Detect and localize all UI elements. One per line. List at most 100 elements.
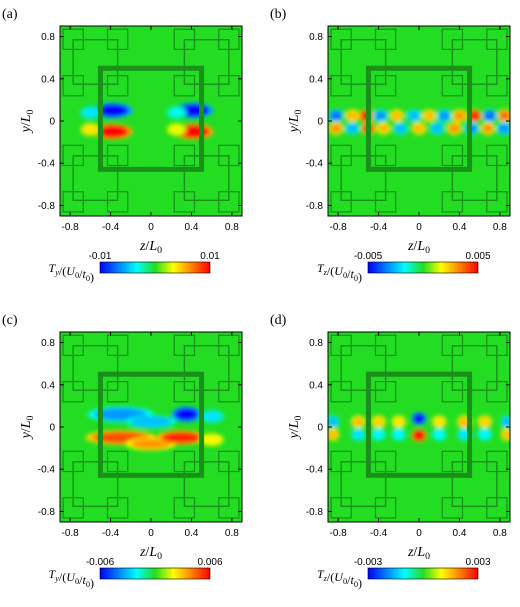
field-blob: [82, 124, 99, 135]
field-blob: [412, 430, 426, 441]
field-blob: [478, 416, 491, 427]
field-blob: [374, 110, 387, 121]
field-blob: [168, 124, 185, 135]
x-axis-title: z/L0: [139, 545, 162, 562]
field-background: [328, 26, 510, 216]
y-axis-title: y/L0: [287, 110, 304, 135]
field-blob: [201, 434, 222, 445]
x-tick-label: -0.8: [61, 528, 79, 539]
colorbar-max-label: 0.006: [197, 557, 222, 568]
field-blob: [438, 110, 451, 121]
field-blob: [497, 123, 510, 134]
field-blob: [431, 123, 444, 134]
x-tick-label: -0.8: [329, 222, 347, 233]
field-blob: [352, 429, 365, 440]
colorbar-gradient: [99, 567, 211, 580]
y-tick-label: 0.8: [41, 338, 55, 349]
colorbar-min-label: -0.006: [86, 557, 115, 568]
field-blob: [453, 110, 466, 121]
panel-label: (c): [2, 313, 18, 328]
colorbar-min-label: -0.01: [89, 251, 112, 262]
field-blob: [433, 429, 446, 440]
colorbar: -0.003 0.003 Tz/(U0/t0): [317, 557, 491, 590]
x-tick-label: 0.8: [225, 222, 239, 233]
y-tick-label: -0.4: [38, 465, 56, 476]
y-tick-label: 0.4: [41, 380, 55, 391]
x-tick-label: -0.4: [102, 528, 120, 539]
field-blob: [328, 429, 339, 440]
field-blob: [372, 416, 385, 427]
field-blob: [346, 123, 359, 134]
panel-label: (a): [2, 7, 18, 22]
field-blob: [330, 110, 343, 121]
panel-d: -0.8 -0.4 0 0.4 0.8 0.8 0.4 0 -0.4 -0.8 z/L0 y/L0 (d…: [270, 313, 511, 590]
y-tick-label: 0.8: [309, 32, 323, 43]
field-blob: [82, 107, 99, 118]
y-tick-label: 0.4: [41, 74, 55, 85]
x-tick-label: 0.8: [493, 222, 507, 233]
field-blob: [407, 110, 421, 121]
x-tick-label: 0.4: [452, 528, 466, 539]
y-tick-label: 0: [49, 423, 55, 434]
field-blob: [96, 125, 129, 138]
x-tick-label: 0: [148, 528, 154, 539]
y-axis-title: y/L0: [19, 110, 36, 135]
colorbar-title: Ty/(U0/t0): [49, 567, 94, 590]
x-tick-label: 0: [416, 528, 422, 539]
colorbar-max-label: 0.005: [465, 251, 490, 262]
x-tick-label: 0.4: [184, 222, 198, 233]
x-tick-label: -0.8: [329, 528, 347, 539]
x-tick-label: 0: [148, 222, 154, 233]
y-tick-label: 0: [317, 117, 323, 128]
field-blob: [346, 110, 359, 121]
x-tick-label: 0.4: [452, 222, 466, 233]
colorbar: -0.006 0.006 Ty/(U0/t0): [49, 557, 223, 590]
field-blob: [423, 110, 436, 121]
y-tick-label: -0.8: [306, 201, 324, 212]
field-blob: [394, 123, 407, 134]
field-background: [60, 26, 242, 216]
colorbar: -0.005 0.005 Tz/(U0/t0): [317, 251, 491, 284]
y-tick-label: -0.8: [38, 201, 56, 212]
y-axis-title: y/L0: [287, 416, 304, 441]
y-tick-label: 0.4: [309, 74, 323, 85]
panel-label: (b): [270, 7, 287, 22]
colorbar-max-label: 0.003: [465, 557, 490, 568]
y-tick-label: 0.8: [309, 338, 323, 349]
x-axis-title: z/L0: [407, 239, 430, 256]
colorbar-title: Ty/(U0/t0): [49, 261, 94, 284]
y-tick-label: 0.8: [41, 32, 55, 43]
structure-pattern: [330, 334, 508, 519]
field-blob: [330, 123, 343, 134]
field-blob: [392, 416, 405, 427]
field-blob: [481, 123, 494, 134]
field-blob: [448, 123, 461, 134]
field-blob: [201, 411, 222, 422]
x-tick-label: 0.8: [225, 528, 239, 539]
colorbar: -0.01 0.01 Ty/(U0/t0): [49, 251, 221, 284]
field-blob: [501, 416, 510, 427]
field-blob: [478, 429, 491, 440]
field-blob: [501, 429, 510, 440]
structure-pattern: [330, 28, 508, 213]
field-blob: [96, 104, 129, 117]
panel-c: -0.8 -0.4 0 0.4 0.8 0.8 0.4 0 -0.4 -0.8 z/L0 y/L0 (c…: [2, 313, 243, 590]
panel-label: (d): [270, 313, 287, 328]
y-tick-label: 0: [317, 423, 323, 434]
colorbar-title: Tz/(U0/t0): [317, 567, 362, 590]
field-blob: [352, 416, 365, 427]
x-tick-label: -0.4: [102, 222, 120, 233]
panel-a: -0.8 -0.4 0 0.4 0.8 0.8 0.4 0 -0.4 -0.8 z/L0 y/L0 (a…: [2, 7, 243, 284]
field-blob: [377, 123, 390, 134]
field-blob: [412, 123, 426, 134]
colorbar-gradient: [367, 261, 479, 274]
field-blob: [498, 110, 510, 121]
x-tick-label: 0.8: [493, 528, 507, 539]
field-blob: [372, 429, 385, 440]
field-blob: [433, 416, 446, 427]
structure-pattern: [62, 28, 240, 213]
colorbar-title: Tz/(U0/t0): [317, 261, 362, 284]
x-tick-label: -0.4: [370, 222, 388, 233]
structure-pattern: [62, 334, 240, 519]
x-tick-label: 0.4: [184, 528, 198, 539]
